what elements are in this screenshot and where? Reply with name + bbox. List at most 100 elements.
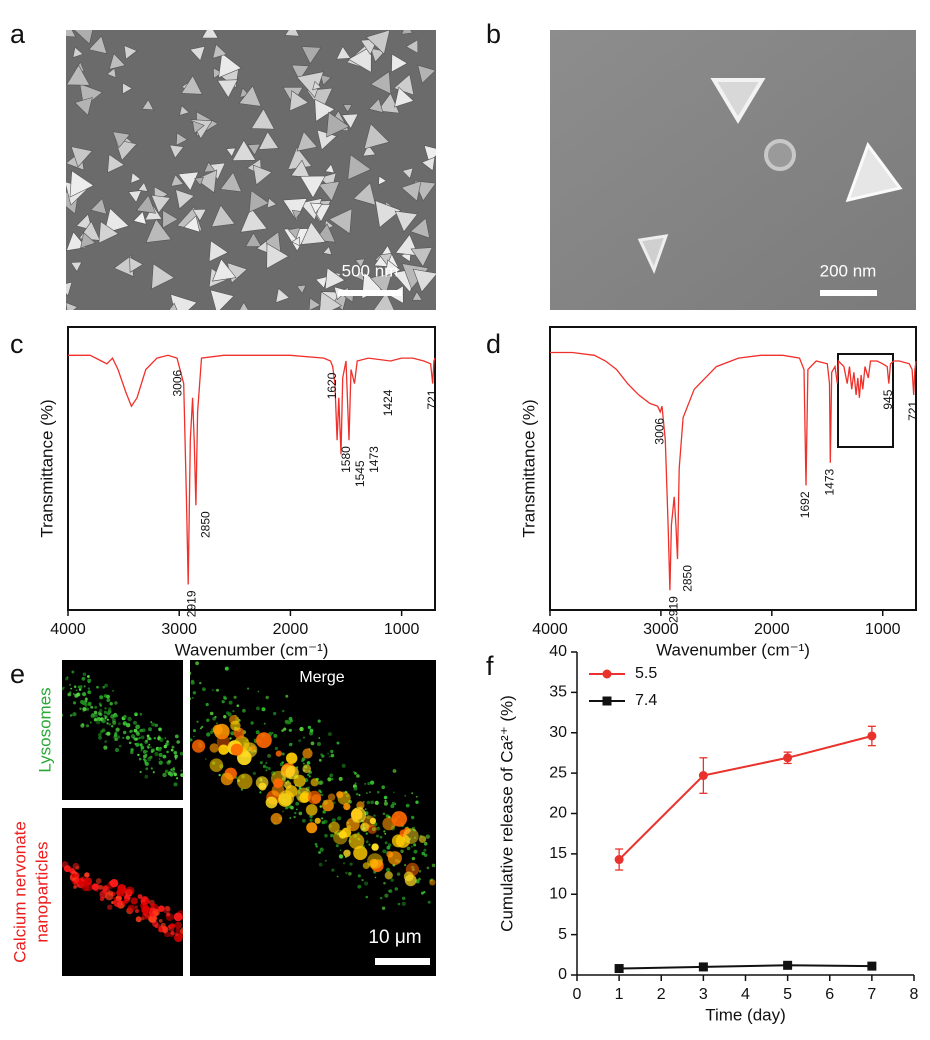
signal [72,701,77,705]
particle [266,197,278,209]
signal [147,736,151,740]
signal [113,899,122,907]
signal [331,868,335,872]
signal [155,923,161,929]
signal [455,891,459,895]
signal [368,843,371,846]
signal [324,859,327,862]
signal [166,912,171,917]
signal [330,833,334,838]
particle [219,171,242,193]
scale-bar [375,958,430,965]
signal [139,712,143,716]
signal [103,714,106,717]
signal [154,752,159,756]
signal [273,711,277,716]
signal [127,904,135,912]
signal [406,846,411,851]
particle [370,47,386,63]
signal [418,835,427,843]
particle [231,139,257,161]
signal [205,702,209,707]
signal [327,777,332,782]
signal [108,890,114,896]
peak-label: 3006 [171,369,185,396]
signal [179,927,183,935]
signal [335,844,339,848]
signal [365,840,369,843]
particle [88,35,108,55]
particle [378,175,387,186]
signal [381,785,386,789]
signal [146,739,149,741]
signal [256,706,260,711]
signal [348,872,352,876]
signal [199,727,202,730]
signal [319,805,323,808]
signal [80,686,83,689]
particle [320,74,332,86]
signal [445,846,449,850]
signal [448,890,452,894]
particle [201,30,219,39]
signal [341,763,346,768]
signal [166,740,169,743]
particle [308,297,322,310]
signal [106,698,111,702]
signal [106,731,111,736]
highlight-box [837,353,894,448]
particle [179,105,190,116]
signal [108,707,112,711]
signal [140,749,143,752]
signal [423,848,427,852]
signal [316,741,322,747]
signal [464,898,468,902]
panel-letter: d [486,329,501,359]
signal [376,834,379,838]
signal [115,714,119,718]
signal [280,764,295,779]
signal [281,709,285,713]
signal [309,815,312,818]
signal [99,696,103,700]
particle [130,172,142,184]
signal [379,835,383,839]
particle [289,90,309,112]
signal [88,690,90,693]
x-tick-label: 2000 [754,621,790,638]
signal [96,685,99,689]
signal [170,767,175,772]
particle [342,104,353,113]
signal [69,714,73,717]
particle [258,131,280,150]
particle [411,291,423,301]
signal [165,742,170,746]
signal [179,751,183,756]
signal [87,675,90,678]
signal [84,877,92,886]
signal [383,801,388,806]
signal [384,893,389,898]
signal [183,933,187,937]
signal [72,712,77,717]
signal [218,744,229,755]
signal [158,919,163,923]
signal [318,851,321,854]
particle [845,141,903,203]
signal [267,754,271,758]
confocal-signal [62,670,183,787]
signal [330,749,334,754]
signal [125,886,135,896]
particle [401,30,414,35]
signal [418,869,422,873]
signal [146,744,150,748]
signal [321,793,324,797]
signal [370,780,375,785]
signal [71,670,75,674]
signal [295,808,298,811]
signal [98,733,102,737]
signal [206,732,211,737]
particle [123,45,138,60]
signal [110,714,115,719]
x-tick-label: 0 [573,986,582,1003]
